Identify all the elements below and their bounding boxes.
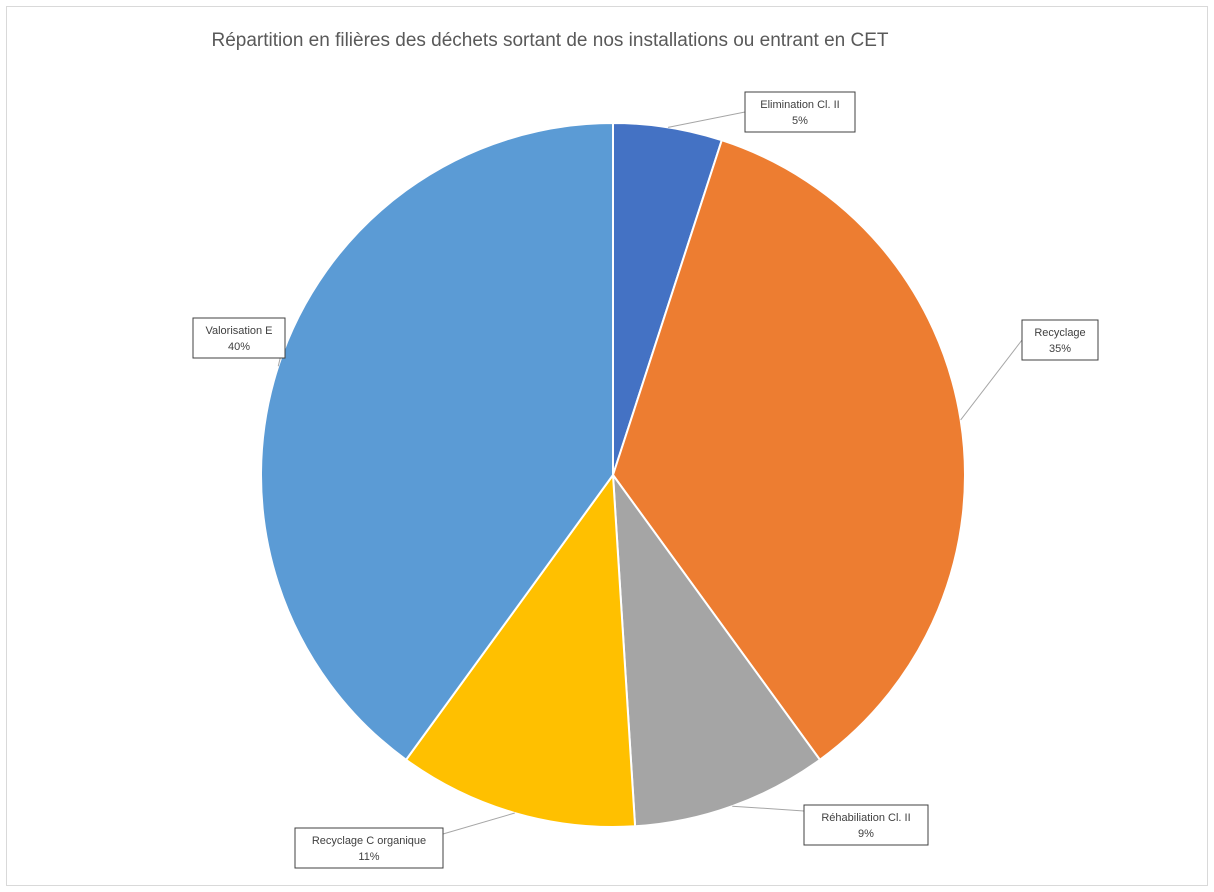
data-label-value: 9% (858, 828, 874, 840)
data-label-4: Valorisation E 40% (193, 318, 285, 358)
data-label-category: Recyclage C organique (312, 835, 426, 847)
data-label-value: 40% (228, 341, 250, 353)
data-label-value: 11% (358, 851, 379, 863)
leader-line-2 (732, 806, 804, 811)
data-label-category: Elimination Cl. II (760, 99, 839, 111)
data-label-category: Recyclage (1034, 327, 1085, 339)
leader-line-1 (961, 340, 1022, 420)
data-label-category: Valorisation E (205, 325, 272, 337)
leader-line-0 (668, 112, 745, 127)
data-label-3: Recyclage C organique 11% (295, 828, 443, 868)
chart-title: Répartition en filières des déchets sort… (212, 30, 889, 51)
data-label-value: 5% (792, 115, 808, 127)
data-label-0: Elimination Cl. II 5% (745, 92, 855, 132)
data-label-category: Réhabiliation Cl. II (821, 812, 910, 824)
data-label-1: Recyclage 35% (1022, 320, 1098, 360)
data-label-value: 35% (1049, 343, 1071, 355)
data-label-2: Réhabiliation Cl. II 9% (804, 805, 928, 845)
pie-slices (261, 123, 965, 827)
leader-line-3 (443, 813, 515, 834)
